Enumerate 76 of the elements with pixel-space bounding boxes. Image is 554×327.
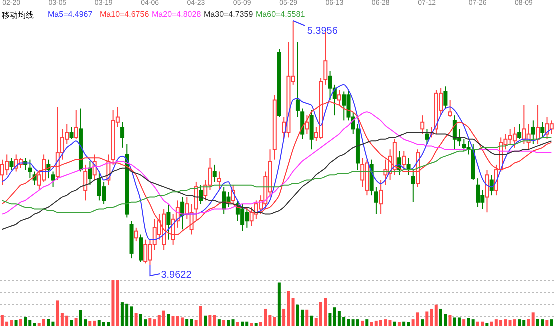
- bar: [328, 313, 332, 326]
- bar: [550, 320, 554, 326]
- bar: [232, 320, 235, 326]
- candlestick: [476, 178, 480, 208]
- chart-title: 移动均线: [2, 10, 35, 21]
- bar: [134, 313, 138, 326]
- bar: [273, 317, 276, 326]
- candlestick: [485, 170, 490, 214]
- bar: [204, 316, 208, 326]
- bar: [421, 320, 424, 326]
- candlestick: [120, 122, 125, 148]
- bar: [462, 320, 466, 326]
- bar: [366, 320, 369, 326]
- bar: [213, 315, 216, 326]
- bar: [180, 318, 184, 326]
- bar: [88, 321, 92, 326]
- candlestick: [379, 180, 384, 215]
- bar: [361, 320, 364, 326]
- candlestick: [194, 181, 198, 222]
- bar: [513, 320, 516, 326]
- bar: [306, 310, 309, 326]
- bar: [218, 320, 221, 326]
- bar: [254, 323, 258, 326]
- bar: [42, 319, 46, 326]
- bar: [74, 318, 78, 326]
- text: Ma10=4.6756: [100, 10, 150, 21]
- bar: [426, 312, 429, 326]
- candlestick: [296, 42, 300, 118]
- bar: [292, 298, 295, 326]
- text: Ma20=4.8028: [152, 10, 202, 21]
- candlestick: [536, 104, 540, 146]
- bar: [458, 318, 461, 326]
- bar: [47, 319, 50, 326]
- candlestick: [531, 120, 536, 146]
- bar: [546, 320, 549, 326]
- candlestick: [212, 164, 217, 182]
- bar: [278, 282, 281, 326]
- bar: [310, 316, 314, 326]
- bar: [116, 280, 120, 326]
- bar: [112, 280, 115, 326]
- bar: [440, 308, 443, 326]
- text: Ma30=4.7359: [204, 10, 254, 21]
- annotation: 3.9622: [161, 270, 192, 281]
- bar: [250, 323, 254, 326]
- bar: [227, 320, 230, 326]
- bar: [93, 320, 96, 326]
- bar: [14, 320, 18, 326]
- bar: [486, 323, 489, 326]
- bar: [167, 314, 170, 326]
- bar: [416, 312, 420, 326]
- bar: [472, 320, 475, 326]
- bar: [448, 315, 452, 326]
- annotation: 5.3956: [307, 26, 338, 37]
- bar: [393, 322, 396, 326]
- candlestick: [490, 174, 494, 196]
- bar: [186, 319, 189, 326]
- text: Ma60=4.5581: [256, 10, 306, 21]
- bar: [172, 316, 175, 326]
- bar: [19, 319, 22, 326]
- bar: [532, 312, 535, 326]
- bar: [356, 320, 360, 326]
- bar: [434, 304, 438, 326]
- bar: [222, 320, 226, 326]
- bar: [148, 318, 152, 326]
- candlestick: [374, 186, 378, 215]
- text: Ma5=4.4967: [48, 10, 94, 21]
- bar: [402, 322, 406, 326]
- bar: [208, 315, 212, 326]
- bar: [467, 318, 470, 326]
- bar: [24, 317, 28, 326]
- bar: [398, 322, 401, 326]
- bar: [527, 319, 530, 326]
- bar: [70, 320, 74, 326]
- bar: [236, 322, 240, 326]
- candlestick: [272, 94, 277, 160]
- bar: [199, 306, 202, 326]
